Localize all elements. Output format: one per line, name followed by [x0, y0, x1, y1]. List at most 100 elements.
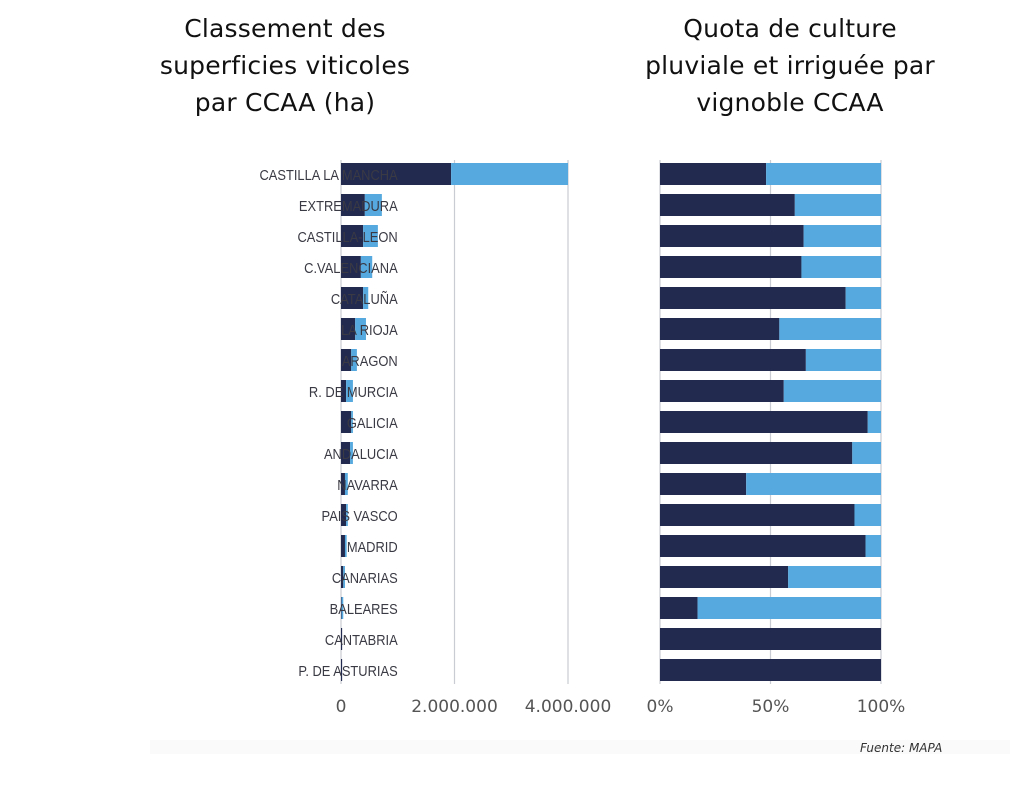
category-label: GALICIA	[347, 414, 398, 431]
left-x-tick-label: 2.000.000	[411, 697, 498, 717]
left-bar-irrigated	[451, 163, 568, 185]
left-bar-rainfed	[341, 535, 345, 557]
right-bar-rainfed	[660, 194, 795, 216]
left-x-tick-label: 0	[336, 697, 347, 717]
left-bar-rainfed	[341, 628, 343, 650]
category-label: MADRID	[347, 538, 398, 555]
category-label: ARAGON	[342, 352, 398, 369]
right-bar-irrigated	[697, 597, 881, 619]
right-bar-irrigated	[801, 256, 881, 278]
right-bar-rainfed	[660, 566, 789, 588]
left-chart-surface-ranking: CASTILLA LA MANCHA EXTREMADURA CASTILLA-LE…	[260, 160, 612, 717]
left-chart-title: Classement des superficies viticoles par…	[130, 10, 440, 121]
right-bar-irrigated	[867, 411, 881, 433]
left-bar-rainfed	[341, 566, 344, 588]
category-label: BALEARES	[330, 600, 398, 617]
category-label: CASTILLA-LEON	[297, 228, 397, 245]
left-bar-irrigated	[363, 287, 369, 309]
left-title-line: par CCAA (ha)	[194, 88, 376, 117]
right-bar-rainfed	[660, 163, 767, 185]
left-title-line: superficies viticoles	[159, 51, 411, 80]
left-bar-irrigated	[346, 504, 348, 526]
left-bar-irrigated	[363, 225, 378, 247]
left-bar-rainfed	[341, 504, 347, 526]
right-bar-rainfed	[660, 318, 780, 340]
right-bar-irrigated	[766, 163, 881, 185]
right-bar-rainfed	[660, 349, 806, 371]
left-bar-irrigated	[344, 473, 348, 495]
right-bar-rainfed	[660, 287, 846, 309]
left-bar-rainfed	[341, 442, 351, 464]
left-bar-rainfed	[341, 473, 345, 495]
left-x-tick-label: 4.000.000	[525, 697, 612, 717]
right-title-line: Quota de culture	[683, 14, 897, 43]
left-bar-irrigated	[351, 349, 357, 371]
right-bar-irrigated	[779, 318, 881, 340]
right-bar-rainfed	[660, 473, 747, 495]
left-bar-rainfed	[341, 256, 361, 278]
right-bar-rainfed	[660, 411, 868, 433]
left-bar-irrigated	[351, 411, 353, 433]
left-bar-rainfed	[341, 225, 364, 247]
category-label: LA RIOJA	[341, 321, 398, 338]
right-bar-rainfed	[660, 225, 804, 247]
footer-band	[150, 740, 1010, 754]
category-label: C.VALENCIANA	[304, 259, 398, 276]
right-bar-rainfed	[660, 256, 802, 278]
source-note: Fuente: MAPA	[860, 741, 943, 755]
right-bar-irrigated	[865, 535, 881, 557]
left-title-line: Classement des	[184, 14, 386, 43]
right-bar-rainfed	[660, 628, 881, 650]
left-bar-rainfed	[341, 411, 352, 433]
left-bar-rainfed	[341, 659, 343, 681]
right-bar-rainfed	[660, 659, 881, 681]
right-bar-rainfed	[660, 535, 866, 557]
left-bar-irrigated	[341, 597, 344, 619]
left-bar-rainfed	[341, 597, 342, 619]
category-label: R. DE MURCIA	[309, 383, 398, 400]
right-bar-irrigated	[803, 225, 881, 247]
left-bar-irrigated	[343, 566, 345, 588]
right-chart-rainfed-irrigated-share: 0% 50% 100%	[647, 160, 906, 717]
right-bar-irrigated	[788, 566, 881, 588]
category-label: EXTREMADURA	[299, 197, 398, 214]
right-title-line: pluviale et irriguée par	[645, 51, 935, 80]
category-label: CATALUÑA	[331, 290, 398, 307]
left-bar-irrigated	[364, 194, 382, 216]
right-bar-rainfed	[660, 597, 698, 619]
category-label: CANTABRIA	[325, 631, 398, 648]
right-x-tick-label: 0%	[647, 697, 674, 717]
right-bar-irrigated	[845, 287, 881, 309]
left-bar-irrigated	[344, 535, 347, 557]
category-label: NAVARRA	[337, 476, 398, 493]
left-bar-rainfed	[341, 163, 452, 185]
right-bar-rainfed	[660, 380, 784, 402]
right-bar-irrigated	[854, 504, 881, 526]
left-bar-rainfed	[341, 380, 347, 402]
left-bar-irrigated	[360, 256, 373, 278]
category-label: P. DE ASTURIAS	[298, 662, 397, 679]
right-chart-title: Quota de culture pluviale et irriguée pa…	[590, 10, 990, 121]
right-bar-irrigated	[794, 194, 881, 216]
right-bar-irrigated	[852, 442, 881, 464]
category-label: CASTILLA LA MANCHA	[260, 166, 399, 183]
right-x-tick-label: 50%	[752, 697, 790, 717]
left-bar-rainfed	[341, 318, 356, 340]
right-bar-irrigated	[746, 473, 881, 495]
left-bar-rainfed	[341, 349, 352, 371]
category-label: PAIS VASCO	[322, 507, 398, 524]
left-bar-rainfed	[341, 194, 365, 216]
right-x-tick-label: 100%	[857, 697, 906, 717]
left-bar-irrigated	[355, 318, 366, 340]
right-bar-rainfed	[660, 442, 853, 464]
right-bar-irrigated	[805, 349, 881, 371]
category-label: ANDALUCIA	[324, 445, 398, 462]
left-bar-irrigated	[350, 442, 353, 464]
category-label: CANARIAS	[332, 569, 398, 586]
right-title-line: vignoble CCAA	[696, 88, 884, 117]
left-bar-irrigated	[346, 380, 353, 402]
right-bar-irrigated	[783, 380, 881, 402]
right-bar-rainfed	[660, 504, 855, 526]
left-bar-rainfed	[341, 287, 364, 309]
